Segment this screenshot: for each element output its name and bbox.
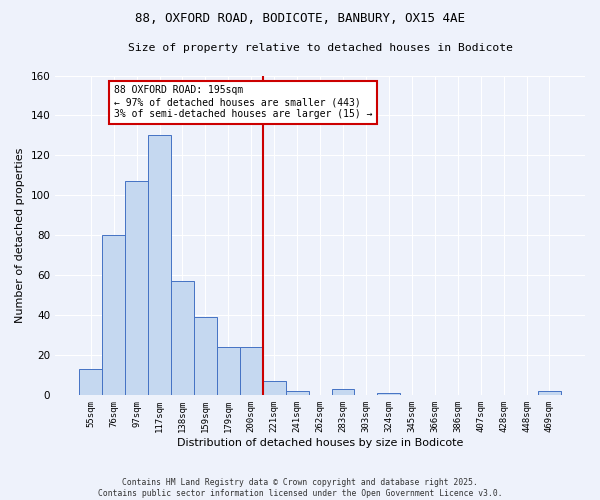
Bar: [148, 136, 171, 395]
Bar: [377, 393, 400, 395]
Bar: [194, 317, 217, 395]
Bar: [538, 391, 561, 395]
X-axis label: Distribution of detached houses by size in Bodicote: Distribution of detached houses by size …: [177, 438, 463, 448]
Text: Contains HM Land Registry data © Crown copyright and database right 2025.
Contai: Contains HM Land Registry data © Crown c…: [98, 478, 502, 498]
Bar: [79, 369, 102, 395]
Y-axis label: Number of detached properties: Number of detached properties: [15, 148, 25, 323]
Title: Size of property relative to detached houses in Bodicote: Size of property relative to detached ho…: [128, 42, 512, 52]
Bar: [102, 235, 125, 395]
Bar: [125, 182, 148, 395]
Bar: [240, 347, 263, 395]
Bar: [171, 281, 194, 395]
Bar: [286, 391, 308, 395]
Text: 88, OXFORD ROAD, BODICOTE, BANBURY, OX15 4AE: 88, OXFORD ROAD, BODICOTE, BANBURY, OX15…: [135, 12, 465, 26]
Bar: [263, 381, 286, 395]
Text: 88 OXFORD ROAD: 195sqm
← 97% of detached houses are smaller (443)
3% of semi-det: 88 OXFORD ROAD: 195sqm ← 97% of detached…: [113, 86, 372, 118]
Bar: [332, 389, 355, 395]
Bar: [217, 347, 240, 395]
